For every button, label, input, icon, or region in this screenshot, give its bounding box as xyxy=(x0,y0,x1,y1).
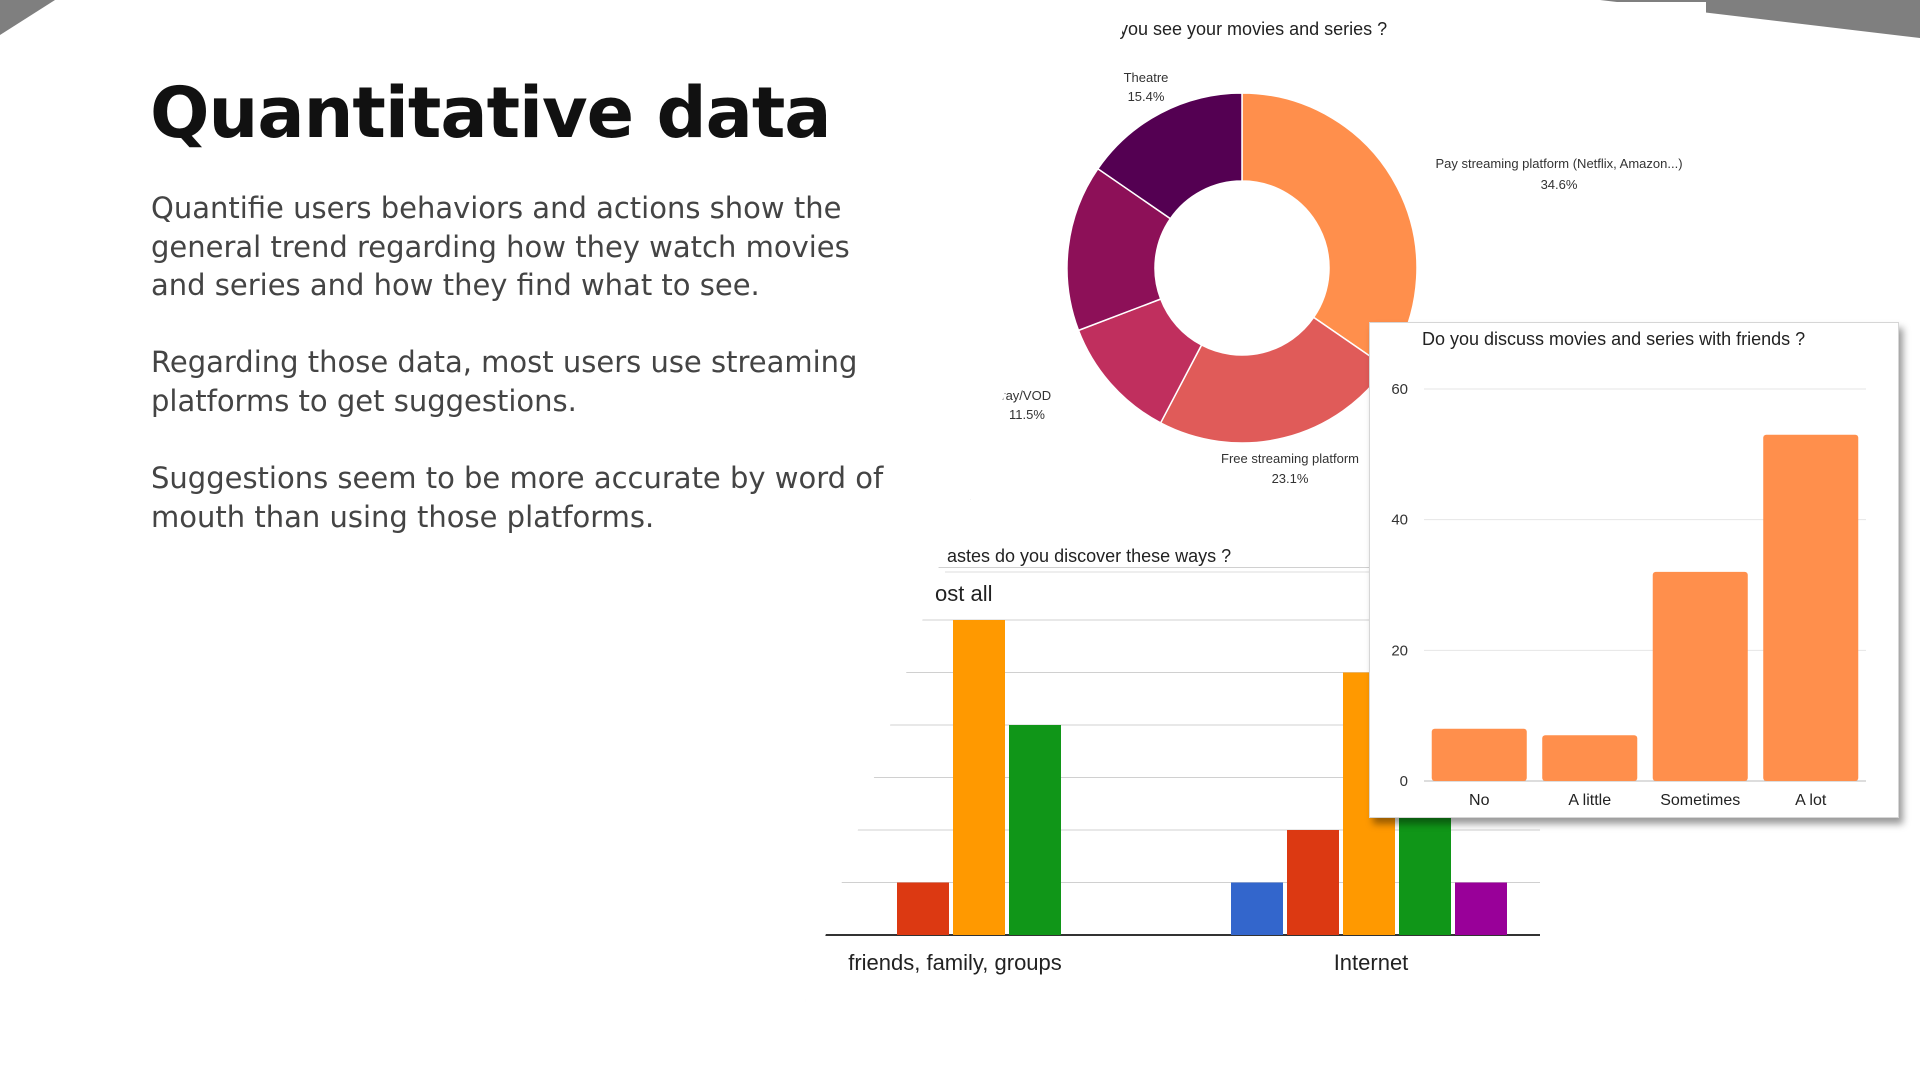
discovery-legend-text: ost all xyxy=(935,581,992,606)
friends-y-tick: 60 xyxy=(1391,381,1408,398)
label-bluray: Blue-ray/VOD xyxy=(971,388,1051,403)
discovery-bar-1-1 xyxy=(1287,830,1339,935)
friends-bar-0 xyxy=(1431,728,1527,781)
discovery-chart-title: astes do you discover these ways ? xyxy=(947,546,1231,566)
friends-bar-chart: Do you discuss movies and series with fr… xyxy=(1391,329,1866,809)
friends-bar-1 xyxy=(1542,735,1638,781)
category-internet: Internet xyxy=(1334,950,1409,975)
friends-bar-3 xyxy=(1763,434,1859,781)
discovery-bar-0-1 xyxy=(897,882,949,935)
donut-slice-3 xyxy=(1066,167,1172,332)
friends-y-tick: 40 xyxy=(1391,512,1408,529)
label-theatre: Theatre xyxy=(1124,70,1169,85)
friends-category-label: No xyxy=(1469,792,1490,809)
friends-category-label: A lot xyxy=(1795,792,1827,809)
label-free-streaming-pct: 23.1% xyxy=(1272,471,1309,486)
paragraph-trend: Quantifie users behaviors and actions sh… xyxy=(151,191,850,302)
friends-bar-2 xyxy=(1652,571,1748,781)
friends-category-label: Sometimes xyxy=(1660,792,1740,809)
slide-title: Quantitative data xyxy=(150,72,832,154)
discovery-bar-0-3 xyxy=(1009,725,1061,935)
label-free-streaming: Free streaming platform xyxy=(1221,451,1359,466)
friends-bar-chart-card: Do you discuss movies and series with fr… xyxy=(1369,322,1899,818)
label-bluray-pct: 11.5% xyxy=(1009,407,1045,422)
friends-category-label: A little xyxy=(1568,792,1611,809)
discovery-bar-1-4 xyxy=(1455,882,1507,935)
label-theatre-pct: 15.4% xyxy=(1128,89,1165,104)
paragraph-word-of-mouth: Suggestions seem to be more accurate by … xyxy=(151,461,884,534)
discovery-bar-0-2 xyxy=(953,620,1005,935)
corner-decoration-left xyxy=(0,0,55,35)
discovery-bar-1-0 xyxy=(1231,882,1283,935)
donut-slice-1 xyxy=(1159,316,1388,444)
friends-y-tick: 0 xyxy=(1400,773,1408,790)
donut-slice-4 xyxy=(1096,92,1243,220)
label-pay-streaming-pct: 34.6% xyxy=(1541,177,1578,192)
donut-chart: you see your movies and series ? Theatre… xyxy=(971,19,1683,486)
friends-chart-title: Do you discuss movies and series with fr… xyxy=(1422,329,1805,349)
friends-y-tick: 20 xyxy=(1391,642,1408,659)
donut-chart-title: you see your movies and series ? xyxy=(1119,19,1387,39)
label-pay-streaming: Pay streaming platform (Netflix, Amazon.… xyxy=(1435,156,1682,171)
paragraph-streaming: Regarding those data, most users use str… xyxy=(151,345,858,418)
category-friends: friends, family, groups xyxy=(848,950,1062,975)
